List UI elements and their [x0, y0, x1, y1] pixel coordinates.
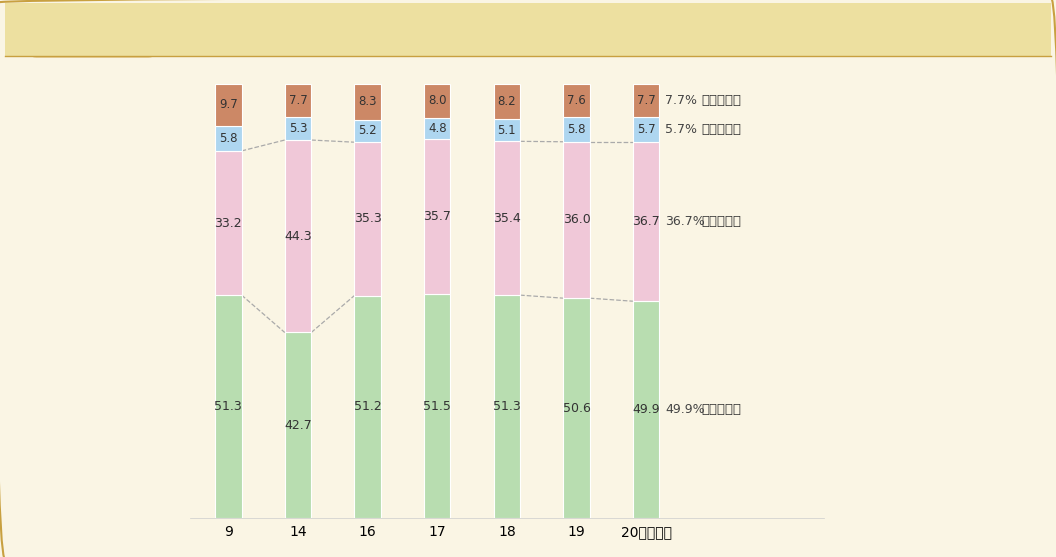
Text: 51.2: 51.2	[354, 400, 381, 413]
Text: 35.3: 35.3	[354, 212, 381, 226]
Text: 9.7: 9.7	[219, 98, 238, 111]
Text: 51.3: 51.3	[214, 400, 242, 413]
Bar	[563, 116, 589, 142]
Text: 35.4: 35.4	[493, 212, 521, 224]
Text: 7.7: 7.7	[288, 94, 307, 107]
Bar	[493, 119, 521, 141]
Bar	[285, 117, 312, 140]
Bar	[563, 298, 589, 518]
Text: 49.9%: 49.9%	[665, 403, 704, 416]
Bar	[633, 142, 659, 301]
Bar	[563, 142, 589, 298]
Text: 51.3: 51.3	[493, 400, 521, 413]
Text: 7.6: 7.6	[567, 94, 586, 106]
Bar	[633, 84, 659, 117]
Bar	[493, 84, 521, 119]
Text: 8.2: 8.2	[497, 95, 516, 108]
Bar	[355, 296, 381, 518]
Text: 5.3: 5.3	[288, 122, 307, 135]
Bar	[355, 84, 381, 120]
Text: 5.7: 5.7	[637, 123, 656, 136]
Text: 8.0: 8.0	[428, 95, 447, 108]
Text: 42.7: 42.7	[284, 419, 312, 432]
Bar	[215, 151, 242, 295]
Bar	[633, 117, 659, 142]
Bar	[633, 301, 659, 518]
Bar	[355, 120, 381, 142]
Text: 5.2: 5.2	[358, 124, 377, 138]
Bar	[493, 141, 521, 295]
Bar	[563, 84, 589, 116]
Bar	[285, 140, 312, 333]
Text: 5.8: 5.8	[220, 132, 238, 145]
Bar	[215, 295, 242, 518]
Text: 36.0: 36.0	[563, 213, 590, 227]
Text: 普通建設事業費の財源構成比の推移（その２　補助事業費）: 普通建設事業費の財源構成比の推移（その２ 補助事業費）	[477, 18, 748, 36]
Text: 50.6: 50.6	[563, 402, 590, 414]
Text: 地　方　債: 地 方 債	[701, 215, 741, 228]
Bar	[425, 139, 451, 294]
Text: 51.5: 51.5	[423, 399, 451, 413]
Text: 49.9: 49.9	[633, 403, 660, 416]
Bar	[215, 84, 242, 126]
Text: 国庫支出金: 国庫支出金	[701, 403, 741, 416]
Text: 8.3: 8.3	[358, 95, 377, 108]
Bar	[493, 295, 521, 518]
Text: 44.3: 44.3	[284, 230, 312, 243]
Bar	[285, 333, 312, 518]
FancyBboxPatch shape	[31, 17, 154, 56]
Text: 36.7%: 36.7%	[665, 215, 704, 228]
Text: そ　の　他: そ の 他	[701, 123, 741, 136]
Text: 33.2: 33.2	[214, 217, 242, 229]
Text: 5.7%: 5.7%	[665, 123, 697, 136]
Bar	[425, 118, 451, 139]
Text: 5.8: 5.8	[567, 123, 586, 136]
Text: 4.8: 4.8	[428, 122, 447, 135]
Bar	[285, 84, 312, 117]
Text: 第67図: 第67図	[73, 30, 112, 44]
Text: 一般財源等: 一般財源等	[701, 94, 741, 107]
Text: 7.7: 7.7	[637, 94, 656, 107]
Bar	[355, 142, 381, 296]
Bar	[425, 84, 451, 118]
Text: 36.7: 36.7	[633, 215, 660, 228]
Text: 35.7: 35.7	[423, 210, 451, 223]
Text: 7.7%: 7.7%	[665, 94, 697, 107]
Text: 5.1: 5.1	[497, 124, 516, 137]
Bar	[215, 126, 242, 151]
Bar	[425, 294, 451, 518]
